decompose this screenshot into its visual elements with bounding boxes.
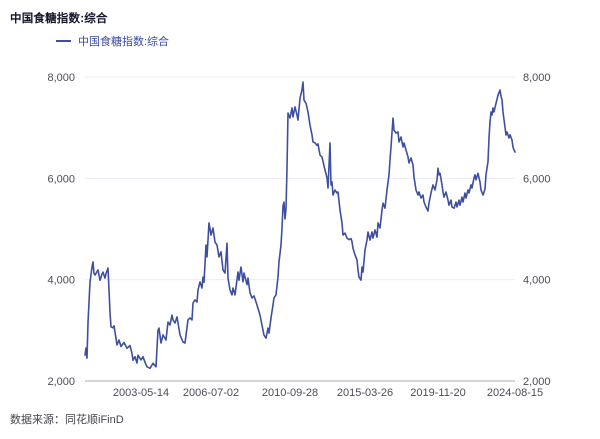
y-axis-tick-label-right: 4,000 <box>523 275 551 287</box>
legend-line-swatch <box>56 40 71 42</box>
chart-title: 中国食糖指数:综合 <box>10 13 108 25</box>
x-axis-tick-label: 2006-07-02 <box>183 387 239 399</box>
x-axis-tick-label: 2015-03-26 <box>337 387 393 399</box>
y-axis-tick-label-left: 4,000 <box>47 275 75 287</box>
y-axis-tick-label-right: 6,000 <box>523 173 551 185</box>
x-axis-tick-label: 2019-11-20 <box>410 387 465 399</box>
y-axis-tick-label-right: 8,000 <box>523 72 551 84</box>
legend[interactable]: 中国食糖指数:综合 <box>56 33 169 49</box>
series-line <box>84 81 516 370</box>
data-source-label: 数据来源：同花顺iFinD <box>10 414 124 426</box>
y-axis-tick-label-left: 2,000 <box>47 376 75 388</box>
legend-label: 中国食糖指数:综合 <box>78 36 170 48</box>
x-axis-tick-label: 2003-05-14 <box>113 387 169 399</box>
y-axis-tick-label-left: 6,000 <box>47 173 75 185</box>
x-axis-tick-label: 2024-08-15 <box>487 387 543 399</box>
y-axis-tick-label-right: 2,000 <box>523 376 551 388</box>
y-axis-tick-label-left: 8,000 <box>47 72 75 84</box>
x-axis-tick-label: 2010-09-28 <box>262 387 318 399</box>
